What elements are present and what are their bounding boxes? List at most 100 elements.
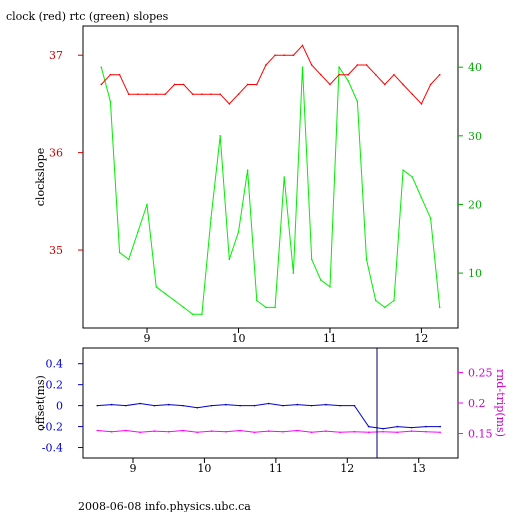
rnd-trip-point xyxy=(325,430,327,432)
rnd-trip-point xyxy=(139,431,141,434)
offset-point xyxy=(182,404,184,407)
rnd-trip-point xyxy=(110,430,113,433)
clock-point xyxy=(173,83,176,86)
offset-point xyxy=(125,404,127,407)
clock-point xyxy=(411,93,414,95)
rnd-trip-point xyxy=(253,431,256,434)
rtc-point xyxy=(219,135,221,137)
rtc-y-tick-label: 10 xyxy=(468,267,482,280)
rnd-trip-point xyxy=(153,430,156,432)
top-axes: 35 36 37 10 20 30 40 9 10 11 12 xyxy=(49,49,482,345)
offset-point xyxy=(282,404,284,407)
rtc-point xyxy=(301,66,304,68)
clock-point xyxy=(374,73,377,76)
clock-point xyxy=(402,83,404,86)
rnd-trip-point xyxy=(439,431,441,434)
clock-point xyxy=(118,73,121,76)
rtc-point xyxy=(173,299,176,302)
offset-point xyxy=(210,404,213,407)
rtc-point xyxy=(292,272,295,274)
x-tick-label: 9 xyxy=(144,332,151,345)
x-tick-label: 13 xyxy=(412,462,426,475)
rtc-point xyxy=(420,196,423,199)
clock-point xyxy=(201,93,203,95)
rnd-trip-point xyxy=(353,430,356,433)
rtc-point xyxy=(191,313,194,316)
clock-point xyxy=(347,73,350,76)
clock-point xyxy=(429,83,432,86)
bottom-left-y-axis-label: offset(ms) xyxy=(34,375,47,431)
clock-point xyxy=(219,93,221,95)
x-tick-label: 10 xyxy=(231,332,245,345)
rnd-trip-point xyxy=(225,430,227,433)
clock-point xyxy=(292,54,295,57)
rtc-y-tick-label: 30 xyxy=(468,130,482,143)
x-tick-label: 11 xyxy=(323,332,337,345)
rtc-point xyxy=(265,306,267,309)
clock-point xyxy=(384,83,386,86)
footer-caption: 2008-06-08 info.physics.ubc.ca xyxy=(78,500,251,512)
offset-y-tick-label: 0 xyxy=(56,400,63,413)
rtc-point xyxy=(127,258,130,261)
bottom-panel: 0.4 0.2 0 -0.2 -0.4 0.25 0.2 0.15 9 10 11 12 13 offs… xyxy=(34,347,507,475)
rtc-point xyxy=(338,66,340,68)
rtc-point xyxy=(118,251,121,254)
offset-point xyxy=(396,425,399,428)
rtc-point xyxy=(438,306,441,309)
clock-point xyxy=(338,73,340,76)
rnd-trip-point xyxy=(396,431,399,434)
rtc-point xyxy=(310,258,313,261)
rnd-trip-point xyxy=(282,430,284,433)
clock-point xyxy=(228,103,231,105)
rtc-point xyxy=(384,306,386,309)
clock-point xyxy=(210,93,212,95)
rtc-point xyxy=(347,80,350,82)
rtc-point xyxy=(429,217,432,219)
rnd-trip-point xyxy=(167,430,170,433)
offset-y-tick-label: 0.4 xyxy=(46,358,64,371)
clock-point xyxy=(127,93,130,95)
top-y-axis-label: clockslope xyxy=(34,148,47,206)
clock-point xyxy=(109,73,112,76)
rtc-point xyxy=(402,169,404,171)
rtc-point xyxy=(109,100,112,103)
rtc-point xyxy=(365,258,368,261)
offset-point xyxy=(382,427,384,430)
offset-line xyxy=(97,402,441,430)
offset-point xyxy=(339,404,341,407)
clock-point xyxy=(438,73,441,76)
clock-point xyxy=(146,93,148,95)
offset-y-tick-label: 0.2 xyxy=(46,379,64,392)
rtc-point xyxy=(210,217,212,219)
x-tick-label: 9 xyxy=(130,462,137,475)
offset-y-tick-label: -0.2 xyxy=(42,421,63,434)
rtc-point xyxy=(201,313,203,316)
clock-point xyxy=(155,93,157,95)
offset-point xyxy=(353,404,356,407)
rtc-y-tick-label: 40 xyxy=(468,61,482,74)
rnd-trip-y-tick-label: 0.2 xyxy=(468,397,486,410)
rtc-point xyxy=(237,231,240,233)
rtc-point xyxy=(146,203,148,206)
rnd-trip-point xyxy=(267,430,270,432)
offset-point xyxy=(253,404,256,407)
rtc-point xyxy=(374,299,377,302)
rnd-trip-point xyxy=(182,429,184,432)
top-panel: 35 36 37 10 20 30 40 9 10 11 12 clockslope xyxy=(34,25,482,345)
top-plot-frame xyxy=(82,25,459,329)
clock-line xyxy=(100,44,441,105)
round-trip-series xyxy=(96,429,441,434)
rtc-point xyxy=(155,286,157,288)
offset-series xyxy=(96,402,441,430)
rtc-point xyxy=(182,306,185,309)
clock-point xyxy=(237,93,240,95)
bottom-plot-frame xyxy=(82,347,459,459)
clock-point xyxy=(329,83,331,86)
rtc-point xyxy=(137,231,139,233)
x-tick-label: 12 xyxy=(340,462,354,475)
rtc-point xyxy=(246,169,249,171)
rtc-point xyxy=(393,299,395,302)
clock-point xyxy=(182,83,185,86)
rnd-trip-point xyxy=(367,431,370,434)
bottom-axes: 0.4 0.2 0 -0.2 -0.4 0.25 0.2 0.15 9 10 11 12 13 xyxy=(42,358,493,475)
